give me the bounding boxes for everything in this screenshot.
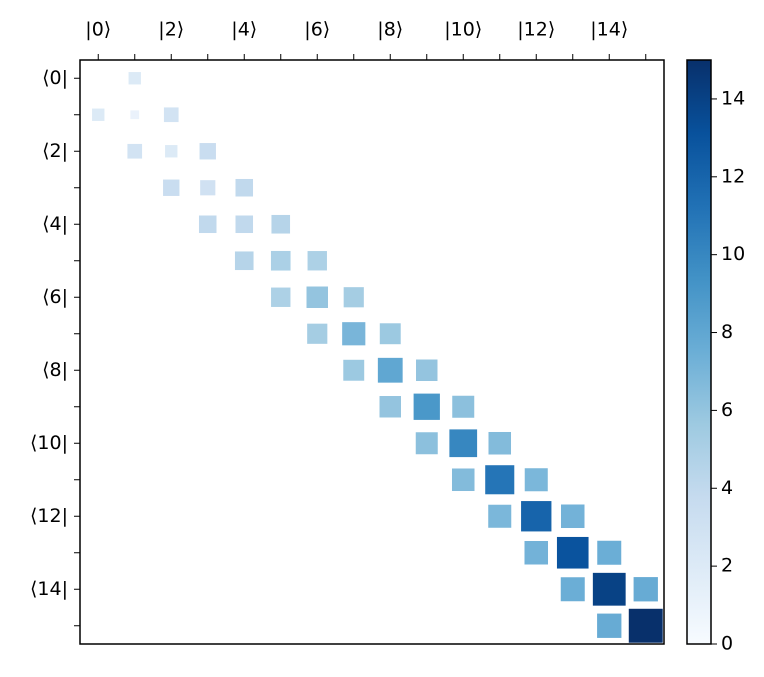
y-tick-label: ⟨6| — [42, 286, 68, 308]
x-tick-label: |2⟩ — [158, 19, 184, 41]
colorbar-tick-label: 4 — [721, 477, 733, 499]
x-tick-label: |4⟩ — [231, 19, 257, 41]
cell-square — [560, 504, 585, 529]
colorbar-tick-label: 0 — [721, 633, 733, 655]
cell-square — [127, 143, 143, 159]
colorbar-tick-label: 10 — [721, 243, 745, 265]
cell-square — [592, 572, 626, 606]
cell-square — [200, 180, 216, 196]
cell-square — [165, 145, 178, 158]
cell-square — [633, 577, 658, 602]
cell-square — [379, 396, 401, 418]
cell-square — [235, 178, 254, 197]
cell-square — [524, 540, 549, 565]
cell-square — [234, 251, 254, 271]
cell-square — [271, 214, 291, 234]
cell-square — [92, 108, 105, 121]
cell-square — [485, 465, 515, 495]
cell-square — [379, 323, 401, 345]
x-tick-label: |8⟩ — [377, 19, 403, 41]
colorbar — [686, 59, 712, 645]
cell-square — [130, 110, 140, 120]
cell-square — [128, 72, 141, 85]
cell-square — [628, 608, 663, 643]
cell-square — [342, 322, 366, 346]
cell-square — [270, 250, 291, 271]
colorbar-tick-label: 8 — [721, 321, 733, 343]
plot-frame — [79, 59, 665, 645]
cell-square — [377, 357, 403, 383]
x-tick-label: |0⟩ — [85, 19, 111, 41]
cell-square — [597, 613, 622, 638]
cell-square — [416, 359, 438, 381]
y-tick-label: ⟨2| — [42, 140, 68, 162]
cell-square — [307, 251, 327, 271]
y-tick-label: ⟨4| — [42, 213, 68, 235]
y-tick-label: ⟨0| — [42, 67, 68, 89]
colorbar-tick-label: 2 — [721, 555, 733, 577]
y-tick-label: ⟨10| — [30, 432, 68, 454]
cell-square — [306, 286, 328, 308]
cell-square — [560, 577, 585, 602]
x-tick-label: |12⟩ — [517, 19, 555, 41]
cell-square — [524, 468, 548, 492]
cell-square — [343, 359, 365, 381]
y-tick-label: ⟨12| — [30, 505, 68, 527]
cell-square — [415, 432, 438, 455]
cell-square — [343, 287, 364, 308]
cell-square — [488, 504, 512, 528]
cell-square — [556, 536, 589, 569]
cell-square — [488, 431, 512, 455]
cell-square — [163, 179, 180, 196]
cell-square — [235, 215, 254, 234]
cell-square — [597, 540, 622, 565]
cell-square — [198, 215, 217, 234]
cell-square — [413, 393, 440, 420]
y-tick-label: ⟨14| — [30, 578, 68, 600]
cell-square — [451, 468, 475, 492]
cell-square — [307, 323, 328, 344]
y-tick-label: ⟨8| — [42, 359, 68, 381]
colorbar-tick-label: 6 — [721, 399, 733, 421]
colorbar-tick-label: 12 — [721, 165, 745, 187]
x-tick-label: |14⟩ — [590, 19, 628, 41]
x-tick-label: |10⟩ — [444, 19, 482, 41]
cell-square — [163, 107, 179, 123]
cell-square — [271, 287, 291, 307]
cell-square — [521, 501, 552, 532]
cell-square — [452, 395, 475, 418]
colorbar-tick-label: 14 — [721, 87, 745, 109]
cell-square — [449, 429, 478, 458]
x-tick-label: |6⟩ — [304, 19, 330, 41]
cell-square — [199, 143, 216, 160]
